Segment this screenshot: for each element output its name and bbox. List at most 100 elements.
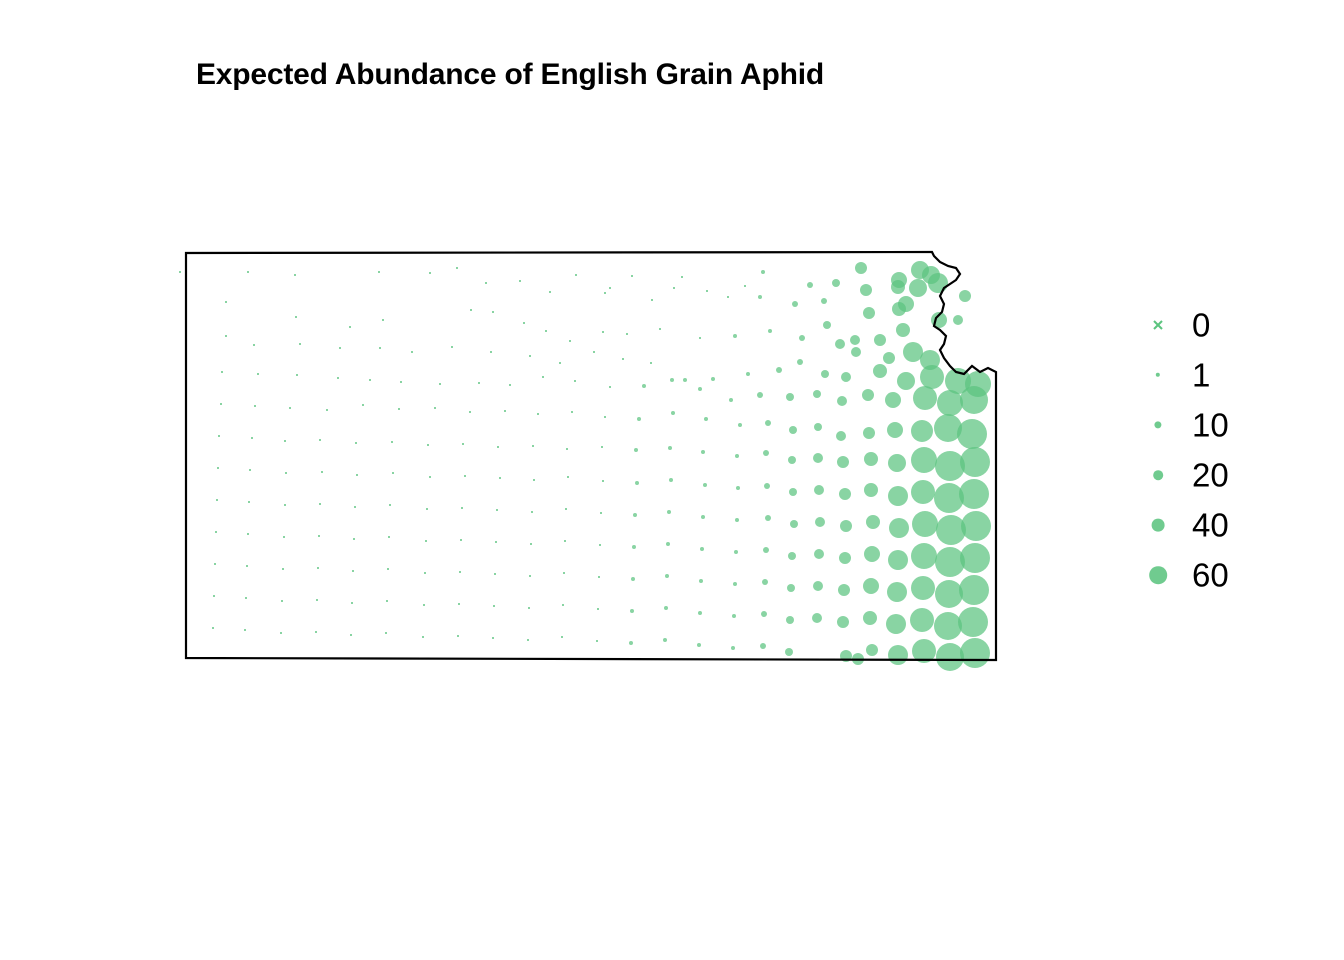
data-point bbox=[427, 444, 429, 446]
data-point bbox=[837, 616, 849, 628]
data-point bbox=[735, 518, 739, 522]
data-point bbox=[369, 379, 371, 381]
data-point bbox=[813, 581, 823, 591]
data-point bbox=[663, 638, 667, 642]
data-point bbox=[735, 454, 739, 458]
data-point bbox=[673, 287, 675, 289]
data-point bbox=[318, 535, 320, 537]
data-point bbox=[316, 599, 318, 601]
data-point bbox=[282, 568, 284, 570]
data-point bbox=[886, 614, 906, 634]
data-point bbox=[217, 467, 219, 469]
data-point bbox=[960, 543, 990, 573]
legend-row: 40 bbox=[1130, 505, 1310, 545]
data-point bbox=[633, 513, 637, 517]
data-point bbox=[456, 267, 458, 269]
data-point bbox=[561, 636, 563, 638]
data-point bbox=[790, 520, 798, 528]
data-point bbox=[494, 573, 496, 575]
data-point bbox=[936, 643, 964, 671]
state-border-path bbox=[184, 250, 998, 662]
data-point bbox=[630, 609, 634, 613]
data-point bbox=[814, 423, 822, 431]
data-point bbox=[602, 480, 604, 482]
data-point bbox=[935, 547, 965, 577]
data-point bbox=[911, 480, 935, 504]
data-point bbox=[285, 472, 287, 474]
data-point bbox=[896, 323, 910, 337]
data-point bbox=[462, 443, 464, 445]
data-point bbox=[936, 515, 966, 545]
data-point bbox=[461, 507, 463, 509]
data-point bbox=[960, 447, 990, 477]
data-point bbox=[959, 575, 989, 605]
data-point bbox=[960, 386, 988, 414]
data-point bbox=[788, 552, 796, 560]
data-point bbox=[934, 414, 962, 442]
cross-icon bbox=[1130, 305, 1186, 345]
data-point bbox=[529, 575, 531, 577]
data-point bbox=[284, 440, 286, 442]
data-point bbox=[459, 571, 461, 573]
data-point bbox=[609, 287, 611, 289]
data-point bbox=[911, 420, 933, 442]
legend-row: 20 bbox=[1130, 455, 1310, 495]
data-point bbox=[499, 477, 501, 479]
data-point bbox=[220, 403, 222, 405]
data-point bbox=[736, 486, 740, 490]
data-point bbox=[478, 382, 480, 384]
data-point bbox=[913, 386, 937, 410]
data-point bbox=[815, 517, 825, 527]
data-point bbox=[532, 445, 534, 447]
data-point bbox=[789, 488, 797, 496]
data-point bbox=[866, 644, 878, 656]
data-point bbox=[920, 350, 940, 370]
data-point bbox=[216, 499, 218, 501]
data-point bbox=[460, 539, 462, 541]
data-point bbox=[701, 450, 705, 454]
data-point bbox=[434, 407, 436, 409]
data-point bbox=[738, 423, 742, 427]
data-point bbox=[934, 612, 962, 640]
data-point bbox=[704, 417, 708, 421]
data-point bbox=[788, 456, 796, 464]
data-point bbox=[909, 279, 927, 297]
legend-row: 10 bbox=[1130, 405, 1310, 445]
data-point bbox=[697, 643, 701, 647]
data-point bbox=[814, 485, 824, 495]
data-point bbox=[213, 595, 215, 597]
legend-size-dot bbox=[1155, 372, 1161, 378]
data-point bbox=[698, 387, 702, 391]
data-point bbox=[389, 504, 391, 506]
data-point bbox=[699, 579, 703, 583]
legend-size-dot bbox=[1153, 470, 1163, 480]
data-point bbox=[411, 351, 413, 353]
data-point bbox=[889, 518, 909, 538]
data-point bbox=[837, 396, 847, 406]
data-point bbox=[457, 635, 459, 637]
circle-icon bbox=[1130, 355, 1186, 395]
data-point bbox=[727, 296, 729, 298]
data-point bbox=[760, 643, 766, 649]
data-point bbox=[571, 411, 573, 413]
data-point bbox=[934, 483, 964, 513]
data-point bbox=[821, 298, 827, 304]
data-point bbox=[733, 582, 737, 586]
data-point bbox=[567, 476, 569, 478]
data-point bbox=[910, 608, 934, 632]
data-points-layer bbox=[179, 261, 991, 671]
data-point bbox=[319, 503, 321, 505]
data-point bbox=[528, 607, 530, 609]
legend-row: 60 bbox=[1130, 555, 1310, 595]
data-point bbox=[569, 340, 571, 342]
legend-label: 1 bbox=[1192, 356, 1211, 394]
data-point bbox=[912, 511, 938, 537]
data-point bbox=[785, 648, 793, 656]
data-point bbox=[863, 578, 879, 594]
data-point bbox=[497, 446, 499, 448]
data-point bbox=[350, 634, 352, 636]
data-point bbox=[729, 398, 733, 402]
data-point bbox=[659, 328, 661, 330]
data-point bbox=[530, 543, 532, 545]
